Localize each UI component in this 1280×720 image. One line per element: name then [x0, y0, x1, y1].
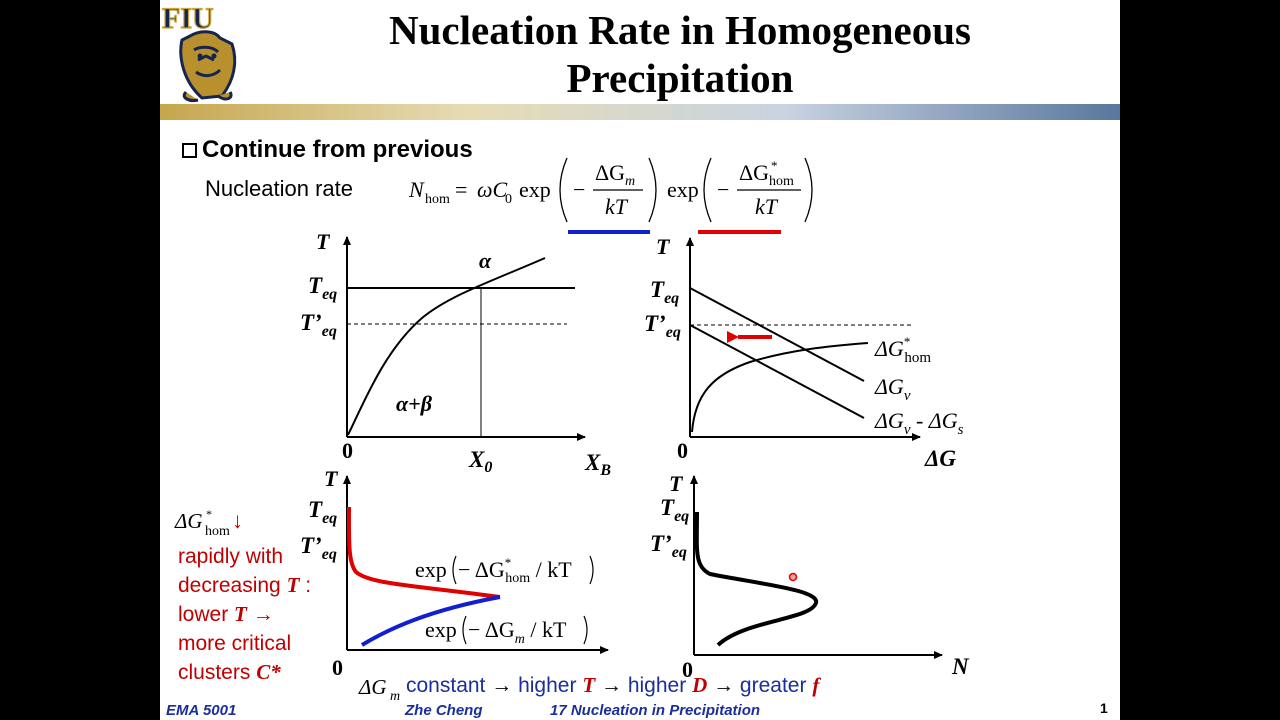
svg-text:ΔG: ΔG	[174, 509, 203, 533]
exp-dgm-label: exp − ΔGm / kT	[425, 615, 588, 647]
n-plot: T Teq T’eq 0 N	[650, 471, 970, 682]
svg-text:ΔG: ΔG	[358, 675, 387, 699]
nucleation-rate-curve	[694, 511, 819, 647]
footer-author: Zhe Cheng	[405, 702, 483, 719]
alpha-beta-label: α+β	[396, 391, 433, 416]
exp-dgm-blue-curve	[360, 595, 501, 647]
n-origin: 0	[682, 657, 693, 682]
svg-text:ΔG: ΔG	[739, 160, 769, 185]
svg-text:−: −	[573, 177, 585, 202]
svg-text:m: m	[625, 174, 635, 189]
dg-t-label: T	[656, 234, 671, 259]
svg-text:hom: hom	[425, 192, 450, 207]
nucleation-rate-formula: N hom = ωC 0 exp − ΔG m kT exp − ΔG * ho…	[408, 157, 813, 234]
dgv-dgs-label: ΔGv - ΔGs	[874, 408, 964, 438]
exp-dghom-label: exp − ΔG* hom / kT	[415, 555, 594, 586]
dg-tpeq-label: T’eq	[644, 311, 681, 341]
phase-tpeq-label: T’eq	[300, 310, 337, 340]
svg-text:exp: exp	[667, 177, 699, 202]
svg-text:=: =	[455, 177, 467, 202]
slide: FIU Nucleation Rate in Homogeneous Preci…	[160, 0, 1120, 720]
footer-course: EMA 5001	[166, 702, 237, 719]
n-t-label: T	[669, 471, 684, 496]
x0-label: X0	[468, 447, 492, 476]
exp-tpeq-label: T’eq	[300, 533, 337, 563]
exp-origin: 0	[332, 655, 343, 680]
fiu-panther-logo: FIU	[161, 1, 237, 102]
footer-lecture: 17 Nucleation in Precipitation	[550, 702, 761, 719]
dgv-line	[689, 287, 865, 382]
xb-label: XB	[584, 450, 611, 479]
dg-x-label: ΔG	[924, 446, 956, 471]
logo-text: FIU	[162, 2, 214, 35]
phase-diagram: T Teq T’eq 0 X0 XB α α+β	[300, 229, 611, 479]
exp-dghom-red-curve	[346, 506, 501, 599]
n-teq-label: Teq	[660, 495, 689, 525]
bottom-note: constant → higher T → higher D → greater…	[406, 673, 820, 697]
exp-plot: T Teq T’eq 0 exp − ΔG* hom / kT exp − ΔGm…	[300, 466, 609, 680]
bullet-continue: Continue from previous	[182, 136, 473, 164]
solvus-curve	[347, 257, 546, 436]
svg-text:↓: ↓	[232, 508, 243, 533]
dg-origin: 0	[677, 438, 688, 463]
exp-t-label: T	[324, 466, 339, 491]
header-band	[160, 104, 1120, 120]
svg-text:kT: kT	[755, 194, 779, 219]
page-number: 1	[1100, 700, 1108, 716]
svg-text:− ΔGm / kT: − ΔGm / kT	[468, 617, 567, 647]
exp-teq-label: Teq	[308, 497, 337, 527]
svg-text:− ΔG*hom / kT: − ΔG* hom / kT	[458, 555, 572, 586]
svg-text:N: N	[408, 177, 425, 202]
svg-text:exp: exp	[519, 177, 551, 202]
bottom-dgm: ΔG m	[358, 675, 400, 704]
dg-teq-label: Teq	[650, 277, 679, 307]
svg-text:−: −	[717, 177, 729, 202]
n-tpeq-label: T’eq	[650, 531, 687, 561]
alpha-label: α	[479, 248, 492, 273]
nucleation-rate-label: Nucleation rate	[205, 176, 353, 201]
svg-text:ΔG: ΔG	[595, 160, 625, 185]
dgv-dgs-line	[689, 324, 865, 419]
checkbox-bullet-icon	[182, 143, 197, 158]
red-note: rapidly with decreasing T : lower T → mo…	[178, 545, 312, 684]
phase-t-label: T	[316, 229, 331, 254]
svg-text:exp: exp	[425, 617, 457, 642]
svg-text:m: m	[390, 689, 400, 704]
svg-text:exp: exp	[415, 557, 447, 582]
dgv-label: ΔGv	[874, 374, 911, 404]
dg-hom-label: ΔG* hom	[874, 334, 931, 366]
svg-text:ωC: ωC	[477, 177, 508, 202]
phase-teq-label: Teq	[308, 273, 337, 303]
slide-title: Nucleation Rate in Homogeneous Precipita…	[389, 7, 971, 101]
cursor-dot	[788, 572, 798, 582]
svg-text:hom: hom	[205, 524, 230, 539]
svg-text:hom: hom	[769, 174, 794, 189]
svg-text:*: *	[771, 158, 778, 173]
phase-origin: 0	[342, 438, 353, 463]
svg-text:*: *	[206, 507, 212, 521]
dg-plot: T Teq T’eq 0 ΔG ΔG* hom ΔGv ΔGv - ΔGs	[644, 234, 964, 471]
dg-hom-curve	[691, 342, 869, 433]
svg-text:0: 0	[505, 192, 512, 207]
svg-text:kT: kT	[605, 194, 629, 219]
n-x-label: N	[951, 654, 970, 679]
diagrams: T Teq T’eq 0 X0 XB α α+β T Teq T’eq 0 ΔG…	[174, 229, 970, 704]
red-note-dghom: ΔG * hom ↓	[174, 507, 243, 539]
